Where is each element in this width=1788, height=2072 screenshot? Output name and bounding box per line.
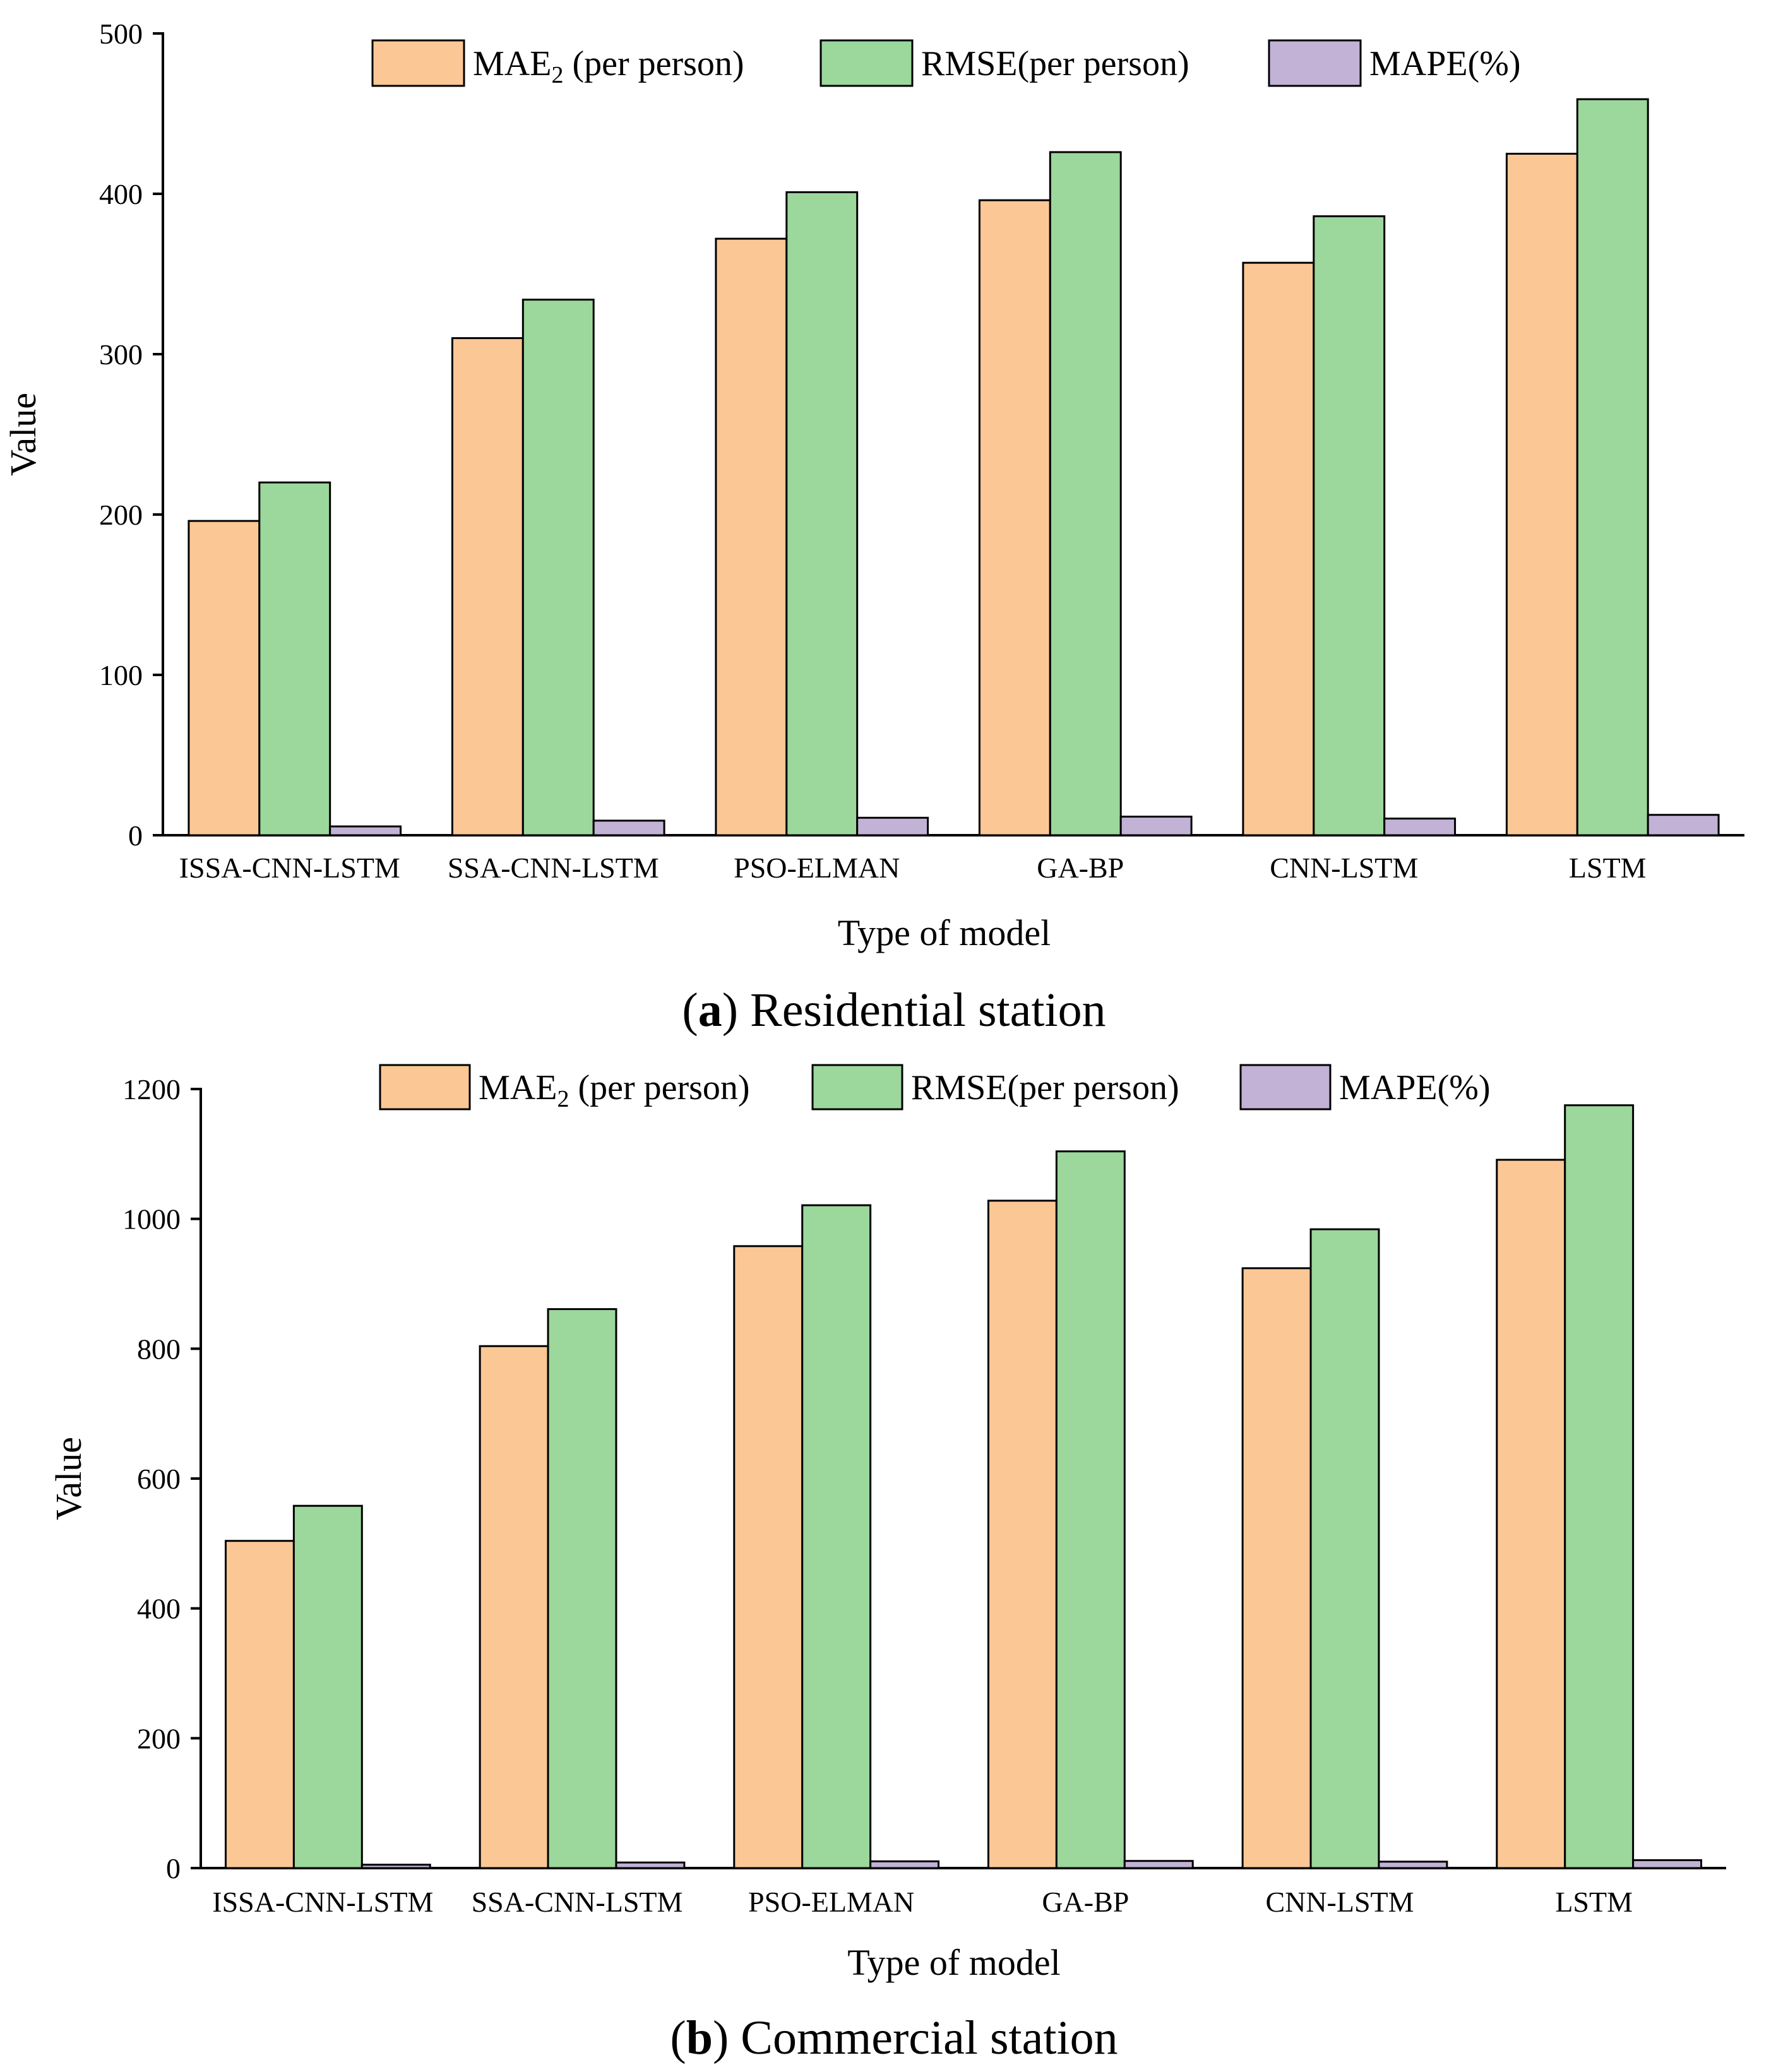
chart-a-bar-mae-cnn-lstm: [1242, 261, 1315, 837]
chart-a-y-tick-label-200: 200: [99, 499, 143, 531]
chart-a-bar-mape-issa-cnn-lstm: [329, 825, 402, 837]
chart-b-bar-mape-pso-elman: [869, 1860, 940, 1869]
chart-a-x-tick-label-ga-bp: GA-BP: [1037, 852, 1124, 884]
chart-a-legend-label-rmse-per-person: RMSE(per person): [921, 44, 1189, 83]
chart-b-bar-rmse-per-person-ga-bp: [1055, 1150, 1126, 1869]
chart-a-bar-mape-ga-bp: [1119, 816, 1193, 837]
chart-a-x-tick-label-lstm: LSTM: [1569, 852, 1647, 884]
chart-b-bar-mae-ssa-cnn-lstm: [479, 1345, 549, 1869]
chart-b-legend-label-mape: MAPE(%): [1339, 1068, 1491, 1107]
chart-a-y-tick-label-100: 100: [99, 659, 143, 691]
chart-b-legend-swatch-rmse-per-person: [811, 1064, 903, 1110]
chart-b-bar-rmse-per-person-ssa-cnn-lstm: [547, 1308, 617, 1869]
chart-b-x-tick-label-pso-elman: PSO-ELMAN: [748, 1886, 914, 1918]
chart-b-y-tick-label-600: 600: [137, 1463, 181, 1495]
chart-b-x-tick-label-lstm: LSTM: [1555, 1886, 1633, 1918]
chart-b-y-tick-label-800: 800: [137, 1333, 181, 1365]
chart-a-legend-swatch-rmse-per-person: [820, 39, 914, 87]
chart-b-bar-mape-ssa-cnn-lstm: [615, 1861, 686, 1869]
chart-a-bar-rmse-per-person-issa-cnn-lstm: [258, 481, 331, 837]
chart-a-bar-rmse-per-person-lstm: [1576, 98, 1649, 837]
chart-a-x-tick-label-cnn-lstm: CNN-LSTM: [1270, 852, 1418, 884]
chart-a-bar-mae-pso-elman: [715, 237, 788, 837]
chart-a-bar-mae-ssa-cnn-lstm: [451, 337, 524, 837]
chart-a-bar-mape-ssa-cnn-lstm: [592, 819, 665, 837]
chart-b-legend-label-rmse-per-person: RMSE(per person): [911, 1068, 1179, 1107]
chart-a-y-tick-label-400: 400: [99, 178, 143, 210]
chart-a-bar-mape-cnn-lstm: [1383, 818, 1457, 837]
chart-a-y-tick-label-500: 500: [99, 18, 143, 50]
chart-b-bar-mape-lstm: [1632, 1859, 1703, 1869]
chart-a-bar-rmse-per-person-ssa-cnn-lstm: [522, 299, 595, 837]
chart-b-bar-rmse-per-person-issa-cnn-lstm: [292, 1504, 363, 1869]
chart-a-caption: (a) Residential station: [682, 984, 1106, 1037]
chart-a-legend: MAE2 (per person) RMSE(per person) MAPE(%): [371, 39, 1521, 88]
chart-b-bar-mae-cnn-lstm: [1241, 1267, 1312, 1869]
chart-b-legend: MAE2 (per person) RMSE(per person) MAPE(%): [379, 1064, 1491, 1112]
chart-a-legend-label-mape: MAPE(%): [1369, 44, 1521, 83]
chart-a-y-axis-title: Value: [3, 393, 44, 476]
chart-b-x-tick-label-issa-cnn-lstm: ISSA-CNN-LSTM: [212, 1886, 433, 1918]
chart-b-bar-mae-ga-bp: [987, 1200, 1058, 1869]
chart-b-y-tick-label-200: 200: [137, 1722, 181, 1754]
chart-a-bar-mape-lstm: [1647, 814, 1720, 837]
chart-b-y-tick-label-400: 400: [137, 1593, 181, 1625]
chart-a-bar-mae-ga-bp: [978, 199, 1051, 837]
chart-b-y-axis-title: Value: [48, 1437, 89, 1520]
chart-a-y-tick-label-300: 300: [99, 338, 143, 371]
chart-a-y-tick-label-0: 0: [128, 819, 143, 852]
chart-b-y-tick-label-1200: 1200: [122, 1073, 181, 1105]
chart-a-legend-swatch-mape: [1268, 39, 1362, 87]
chart-a-x-tick-label-ssa-cnn-lstm: SSA-CNN-LSTM: [448, 852, 659, 884]
chart-a: 0 100 200 300 400 500 ISSA-CNN-LSTM SSA-CNN-LST…: [3, 18, 1744, 1037]
chart-b-bar-rmse-per-person-lstm: [1564, 1104, 1635, 1869]
chart-b-x-tick-label-cnn-lstm: CNN-LSTM: [1265, 1886, 1414, 1918]
chart-a-x-axis-title: Type of model: [838, 912, 1051, 953]
chart-a-bar-mae-lstm: [1505, 153, 1578, 837]
chart-a-bar-rmse-per-person-ga-bp: [1049, 151, 1122, 837]
chart-a-bar-rmse-per-person-cnn-lstm: [1313, 215, 1386, 837]
chart-b-legend-label-mae: MAE2 (per person): [479, 1068, 750, 1112]
chart-a-legend-label-mae: MAE2 (per person): [473, 44, 744, 88]
chart-b-bar-mape-cnn-lstm: [1378, 1861, 1448, 1869]
chart-a-x-tick-label-issa-cnn-lstm: ISSA-CNN-LSTM: [179, 852, 400, 884]
chart-a-bar-rmse-per-person-pso-elman: [785, 191, 859, 837]
chart-b: 0 200 400 600 800 1000 1200 ISSA-CNN-LSTM SSA-CN…: [48, 1064, 1726, 2064]
chart-a-bar-mape-pso-elman: [856, 816, 929, 837]
chart-b-bar-mae-pso-elman: [733, 1245, 804, 1869]
chart-b-bar-mape-issa-cnn-lstm: [361, 1864, 431, 1869]
chart-b-y-tick-label-1000: 1000: [122, 1203, 181, 1235]
chart-a-bar-mae-issa-cnn-lstm: [188, 520, 261, 837]
chart-b-x-tick-label-ga-bp: GA-BP: [1042, 1886, 1129, 1918]
chart-b-legend-swatch-mape: [1239, 1064, 1332, 1110]
chart-b-legend-swatch-mae: [379, 1064, 471, 1110]
chart-b-bar-mae-issa-cnn-lstm: [224, 1540, 295, 1869]
chart-b-bar-rmse-per-person-cnn-lstm: [1309, 1228, 1380, 1869]
chart-b-bar-mae-lstm: [1496, 1158, 1566, 1869]
chart-b-x-axis-title: Type of model: [847, 1942, 1060, 1983]
chart-b-y-tick-label-0: 0: [166, 1852, 181, 1884]
chart-b-bar-mape-ga-bp: [1123, 1860, 1194, 1869]
chart-b-caption: (b) Commercial station: [670, 2011, 1118, 2064]
chart-a-legend-swatch-mae: [371, 39, 465, 87]
chart-a-x-tick-label-pso-elman: PSO-ELMAN: [734, 852, 900, 884]
chart-b-x-tick-label-ssa-cnn-lstm: SSA-CNN-LSTM: [472, 1886, 683, 1918]
chart-b-bar-rmse-per-person-pso-elman: [801, 1204, 872, 1869]
